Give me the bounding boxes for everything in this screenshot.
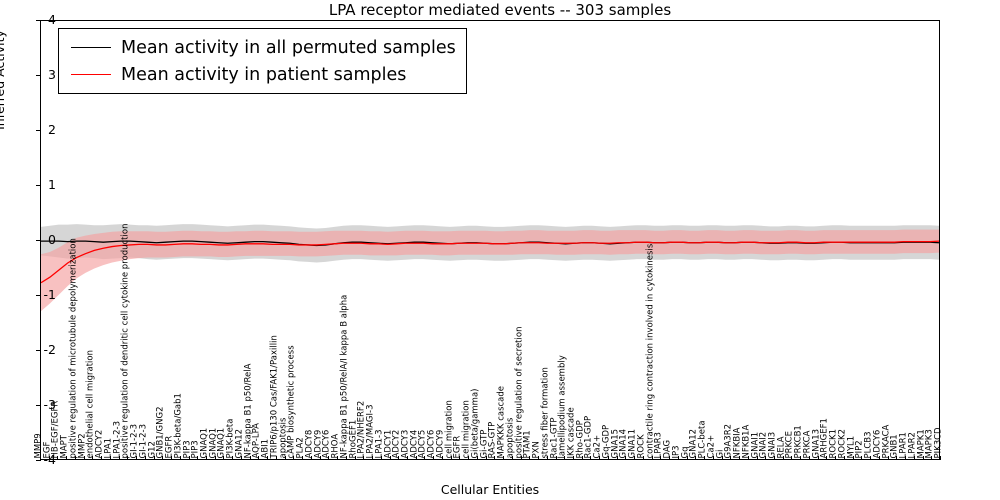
chart-title: LPA receptor mediated events -- 303 samp… bbox=[328, 1, 672, 19]
plot-area bbox=[40, 20, 940, 460]
y-axis-label: Inferred Activity bbox=[0, 30, 7, 130]
y-tick-label: 3 bbox=[48, 67, 56, 82]
y-tick-mark bbox=[36, 75, 41, 76]
chart-canvas bbox=[41, 224, 939, 312]
legend-label-patient: Mean activity in patient samples bbox=[121, 64, 407, 85]
confidence-band bbox=[41, 229, 939, 312]
y-tick-mark bbox=[36, 185, 41, 186]
y-tick-mark bbox=[36, 350, 41, 351]
confidence-bands bbox=[41, 224, 939, 312]
y-tick-label: -4 bbox=[43, 452, 56, 467]
legend[interactable]: Mean activity in all permuted samples Me… bbox=[58, 28, 467, 94]
x-axis-label: Cellular Entities bbox=[440, 482, 540, 497]
legend-item-permuted[interactable]: Mean activity in all permuted samples bbox=[65, 34, 456, 61]
legend-item-patient[interactable]: Mean activity in patient samples bbox=[65, 61, 456, 88]
y-tick-mark bbox=[36, 130, 41, 131]
legend-swatch-permuted bbox=[71, 47, 111, 48]
y-tick-mark bbox=[36, 20, 41, 21]
legend-swatch-patient bbox=[71, 74, 111, 75]
y-tick-label: -3 bbox=[43, 397, 56, 412]
legend-label-permuted: Mean activity in all permuted samples bbox=[121, 37, 456, 58]
series-lines bbox=[41, 241, 939, 283]
y-tick-label: -2 bbox=[43, 342, 56, 357]
y-tick-label: 0 bbox=[48, 232, 56, 247]
y-tick-label: 1 bbox=[48, 177, 56, 192]
y-tick-label: 4 bbox=[48, 12, 56, 27]
y-tick-mark bbox=[36, 295, 41, 296]
y-tick-mark bbox=[36, 460, 41, 461]
y-tick-mark bbox=[36, 405, 41, 406]
x-tick-mark bbox=[940, 456, 941, 460]
y-tick-label: -1 bbox=[43, 287, 56, 302]
series-line bbox=[41, 241, 939, 283]
y-tick-mark bbox=[36, 240, 41, 241]
y-tick-label: 2 bbox=[48, 122, 56, 137]
